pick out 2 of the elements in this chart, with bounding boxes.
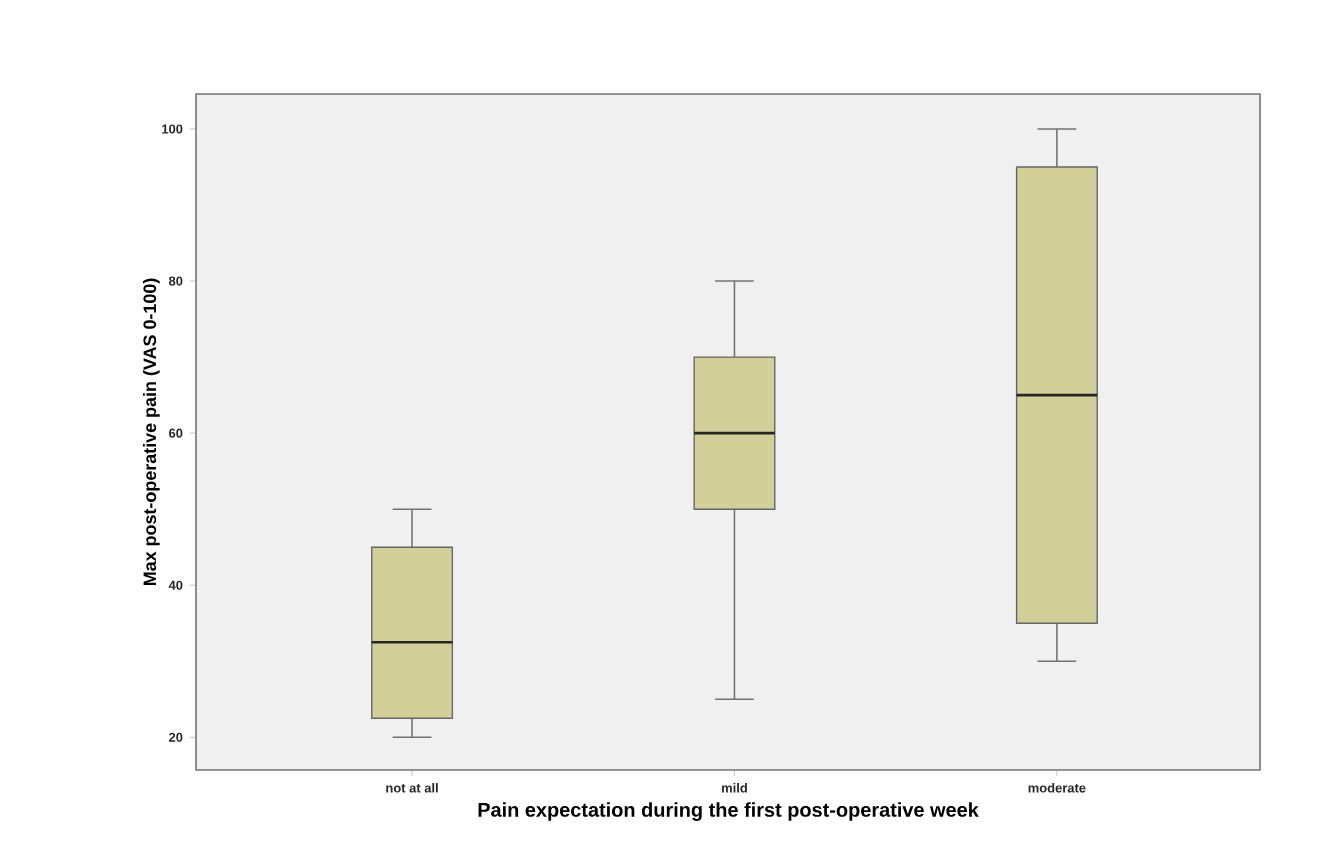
y-axis-title: Max post-operative pain (VAS 0-100) [142,278,160,586]
x-axis-title: Pain expectation during the first post-operative week [478,802,979,821]
